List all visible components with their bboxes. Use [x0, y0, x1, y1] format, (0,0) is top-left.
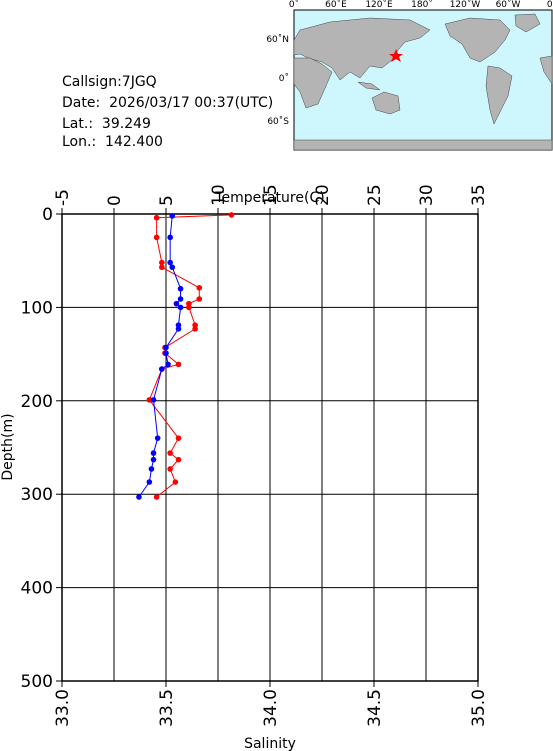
- map-lat-label: 60˚S: [267, 116, 289, 127]
- profile-point: [163, 344, 169, 351]
- x-tick-label: 25: [365, 184, 385, 206]
- profile-point: [228, 212, 235, 218]
- profile-point: [153, 234, 160, 241]
- profile-point: [167, 466, 173, 472]
- profile-point: [177, 285, 184, 292]
- x2-tick-label: 35.0: [469, 689, 489, 727]
- profile-point: [177, 296, 184, 302]
- latitude: Lat.: 39.249: [62, 116, 151, 132]
- y-tick-label: 400: [21, 579, 53, 599]
- profile-point: [173, 300, 180, 307]
- map-lon-label: 120˚E: [365, 0, 393, 10]
- profile-point: [167, 234, 173, 241]
- x-tick-label: 10: [209, 184, 229, 206]
- map-lon-label: 180˚: [411, 0, 433, 10]
- map-lat-label: 0˚: [279, 73, 289, 84]
- profile-point: [150, 456, 157, 463]
- map-lon-label: 60˚E: [325, 0, 347, 10]
- world-map: [293, 9, 553, 151]
- x-axis-title: Temperature(C): [214, 190, 324, 206]
- profile-point: [153, 214, 160, 221]
- location-marker: [389, 49, 403, 62]
- x-tick-label: 5: [157, 195, 177, 206]
- map-lat-label: 60˚N: [266, 34, 289, 45]
- x2-tick-label: 33.0: [53, 689, 73, 727]
- x2-tick-label: 34.0: [261, 689, 281, 727]
- profile-point: [175, 361, 182, 368]
- map-lon-label: 0˚: [289, 0, 299, 10]
- x-tick-label: 35: [469, 184, 489, 206]
- profile-point: [167, 259, 173, 266]
- profile-point: [167, 450, 173, 456]
- profile-point: [186, 304, 192, 311]
- profile-point: [146, 479, 153, 485]
- y-tick-label: 500: [21, 672, 53, 692]
- profile-point: [175, 326, 182, 332]
- profile-point: [150, 450, 157, 456]
- y-axis-title: Depth(m): [0, 413, 16, 480]
- map-lon-label: 120˚W: [450, 0, 481, 10]
- profile-point: [169, 264, 176, 271]
- profile-point: [159, 366, 165, 372]
- profile-point: [169, 213, 176, 219]
- x-tick-label: -5: [53, 189, 73, 206]
- profile-point: [154, 435, 161, 441]
- x-tick-label: 30: [417, 184, 437, 206]
- profile-point: [175, 456, 182, 463]
- profile-point: [175, 435, 182, 441]
- x2-axis-title: Salinity: [244, 736, 296, 751]
- longitude: Lon.: 142.400: [62, 134, 163, 150]
- x-tick-label: 15: [261, 184, 281, 206]
- profile-point: [159, 259, 165, 266]
- land: [293, 13, 553, 151]
- y-tick-label: 100: [21, 298, 53, 318]
- profile-point: [148, 466, 155, 472]
- callsign: Callsign:7JGQ: [62, 74, 157, 90]
- date: Date: 2026/03/17 00:37(UTC): [62, 95, 273, 111]
- profile-point: [165, 361, 171, 368]
- x2-tick-label: 34.5: [365, 689, 385, 727]
- x-tick-label: 0: [105, 195, 125, 206]
- profile-point: [163, 350, 169, 356]
- profile-point: [146, 397, 153, 403]
- y-tick-label: 200: [21, 392, 53, 412]
- x-tick-label: 20: [313, 184, 333, 206]
- profile-point: [177, 304, 184, 311]
- profile-point: [153, 494, 160, 500]
- profile-point: [159, 264, 165, 271]
- x2-tick-label: 33.5: [157, 689, 177, 727]
- profile-point: [136, 494, 142, 500]
- map-lon-label: 0˚: [547, 0, 553, 10]
- profile-point: [196, 284, 203, 291]
- profile-line: [148, 214, 232, 498]
- profile-point: [192, 326, 198, 332]
- profile-point: [196, 296, 203, 302]
- map-lon-label: 60˚W: [496, 0, 521, 10]
- profile-point: [172, 479, 179, 485]
- y-tick-label: 300: [21, 485, 53, 505]
- y-tick-label: 0: [42, 205, 53, 225]
- profile-line: [138, 215, 182, 498]
- profile-point: [150, 397, 157, 403]
